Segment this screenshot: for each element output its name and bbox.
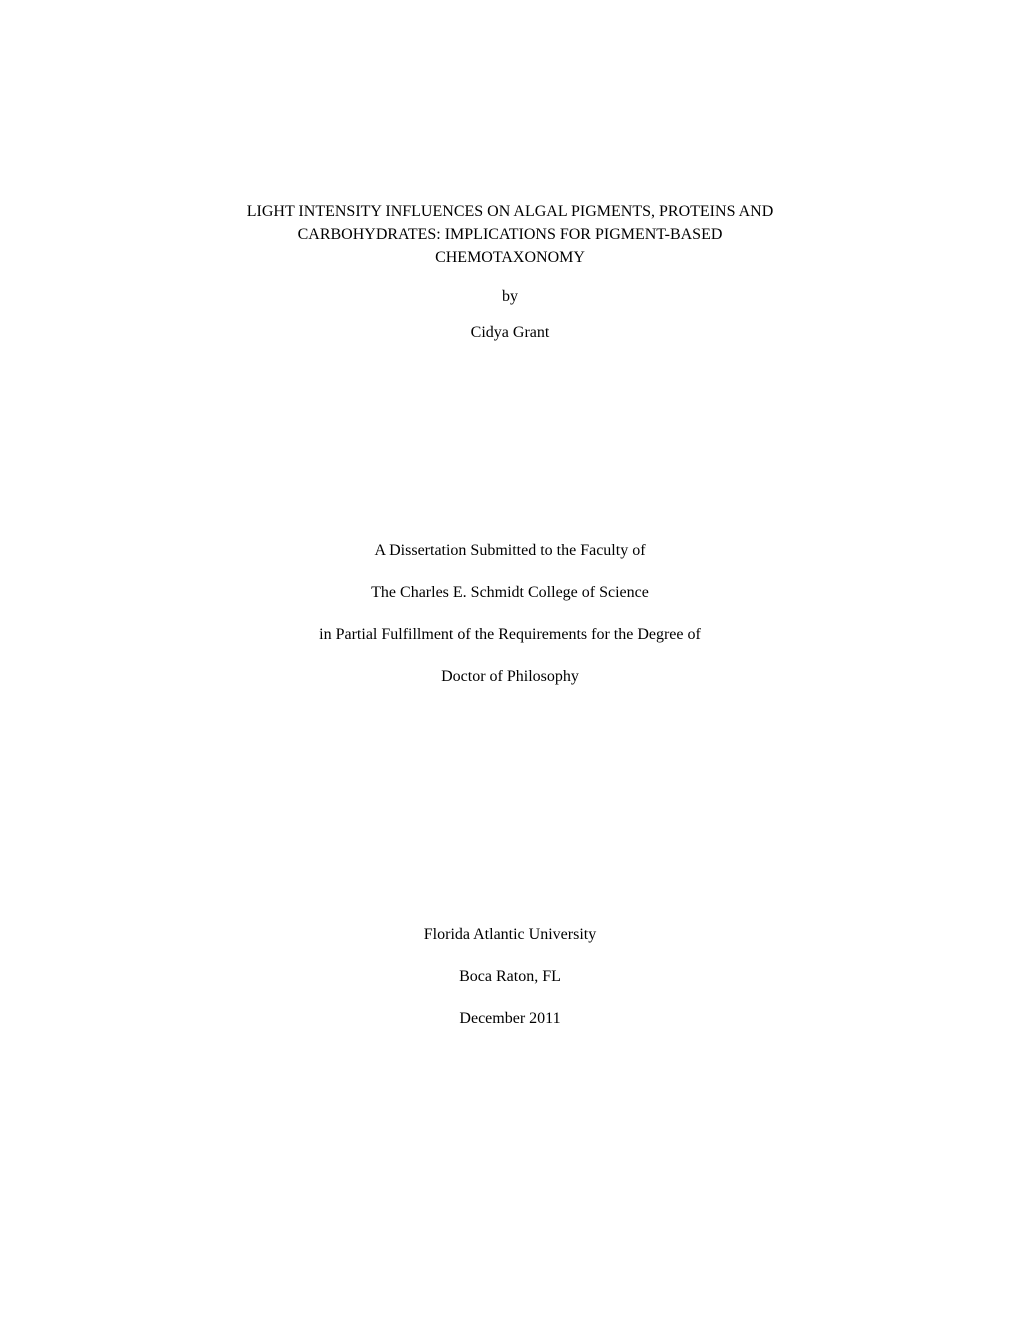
submission-line-1: A Dissertation Submitted to the Faculty … <box>319 542 701 560</box>
title-line-3: CHEMOTAXONOMY <box>247 246 774 269</box>
date: December 2011 <box>424 1010 596 1028</box>
submission-line-2: The Charles E. Schmidt College of Scienc… <box>319 584 701 602</box>
by-label: by <box>502 288 518 306</box>
submission-block: A Dissertation Submitted to the Faculty … <box>319 542 701 686</box>
dissertation-title: LIGHT INTENSITY INFLUENCES ON ALGAL PIGM… <box>247 200 774 270</box>
title-page: LIGHT INTENSITY INFLUENCES ON ALGAL PIGM… <box>0 0 1020 1320</box>
institution-block: Florida Atlantic University Boca Raton, … <box>424 926 596 1028</box>
university-name: Florida Atlantic University <box>424 926 596 944</box>
location: Boca Raton, FL <box>424 968 596 986</box>
title-line-2: CARBOHYDRATES: IMPLICATIONS FOR PIGMENT-… <box>247 223 774 246</box>
submission-line-4: Doctor of Philosophy <box>319 668 701 686</box>
author-name: Cidya Grant <box>471 324 550 342</box>
submission-line-3: in Partial Fulfillment of the Requiremen… <box>319 626 701 644</box>
title-line-1: LIGHT INTENSITY INFLUENCES ON ALGAL PIGM… <box>247 200 774 223</box>
